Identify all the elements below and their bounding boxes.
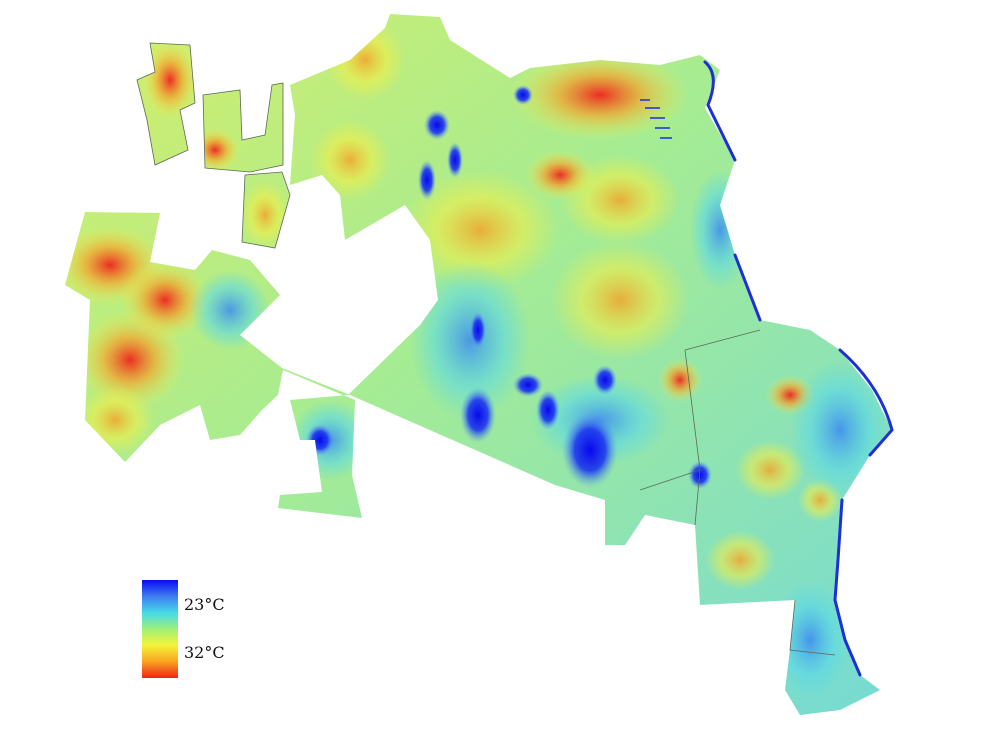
legend-high-label: 32°C [184,643,225,662]
legend-color-bar [142,580,178,678]
legend-low-label: 23°C [184,595,225,614]
temperature-legend: 23°C 32°C [142,580,262,680]
district-outlines [136,42,836,656]
coastline [703,60,894,677]
harbor-piers [640,99,672,139]
